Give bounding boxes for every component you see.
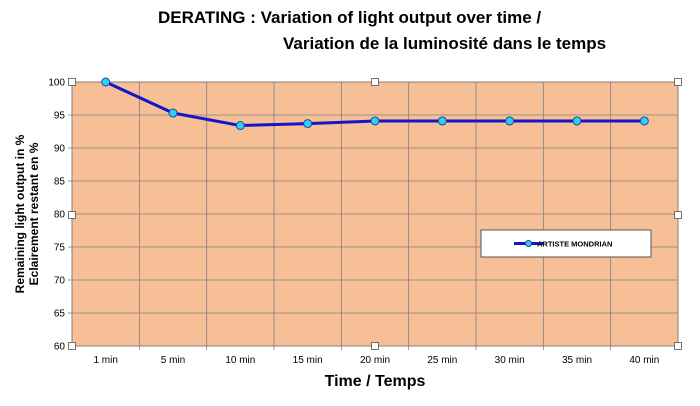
y-axis-title-line-1: Remaining light output in %: [13, 134, 27, 293]
x-tick-label: 40 min: [629, 355, 659, 366]
data-point: [303, 119, 313, 129]
y-tick-label: 80: [54, 210, 66, 221]
chart-title-line-2: Variation de la luminosité dans le temps: [283, 34, 607, 53]
x-tick-label: 1 min: [93, 355, 117, 366]
data-point: [505, 116, 515, 126]
y-axis-title-line-2: Eclairement restant en %: [27, 142, 41, 285]
y-tick-label: 60: [54, 342, 66, 353]
y-tick-label: 100: [48, 78, 65, 89]
resize-handle[interactable]: [674, 78, 682, 86]
chart-title-line-1: DERATING : Variation of light output ove…: [158, 8, 542, 27]
resize-handle[interactable]: [371, 78, 379, 86]
x-axis-title: Time / Temps: [325, 373, 426, 390]
x-tick-label: 10 min: [225, 355, 255, 366]
data-point: [639, 116, 649, 126]
x-tick-label: 5 min: [161, 355, 185, 366]
data-point: [235, 121, 245, 131]
y-tick-label: 85: [54, 177, 66, 188]
resize-handle[interactable]: [674, 211, 682, 219]
x-tick-label: 20 min: [360, 355, 390, 366]
data-point: [168, 108, 178, 118]
data-point: [572, 116, 582, 126]
data-point: [370, 116, 380, 126]
y-tick-label: 70: [54, 276, 66, 287]
resize-handle[interactable]: [68, 78, 76, 86]
x-tick-label: 25 min: [427, 355, 457, 366]
resize-handle[interactable]: [674, 342, 682, 350]
y-tick-label: 95: [54, 111, 66, 122]
x-tick-label: 35 min: [562, 355, 592, 366]
y-tick-label: 65: [54, 309, 66, 320]
resize-handle[interactable]: [68, 211, 76, 219]
y-tick-label: 75: [54, 243, 66, 254]
x-tick-label: 15 min: [293, 355, 323, 366]
y-tick-label: 90: [54, 144, 66, 155]
legend-marker-swatch: [525, 240, 532, 247]
data-point: [437, 116, 447, 126]
x-tick-label: 30 min: [495, 355, 525, 366]
legend-label: ARTISTE MONDRIAN: [537, 240, 612, 249]
resize-handle[interactable]: [68, 342, 76, 350]
legend-box: [480, 229, 652, 258]
data-point: [101, 77, 111, 87]
resize-handle[interactable]: [371, 342, 379, 350]
